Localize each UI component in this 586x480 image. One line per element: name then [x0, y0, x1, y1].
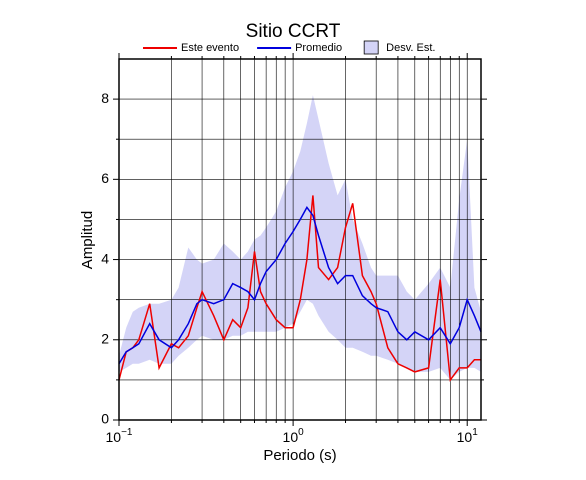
y-tick-label: 4 [101, 250, 109, 266]
x-tick-base: 10 [457, 429, 473, 445]
x-tick-exponent: 1 [472, 427, 478, 438]
legend-label: Desv. Est. [386, 42, 435, 54]
y-tick-label: 2 [101, 330, 109, 346]
x-tick-label: 10−1 [106, 427, 133, 445]
legend-label: Este evento [181, 42, 239, 54]
series-line [118, 195, 481, 382]
x-tick-label: 100 [283, 427, 305, 445]
series-line [118, 206, 482, 365]
x-tick-label: 101 [457, 427, 479, 445]
x-axis-label: Periodo (s) [263, 447, 336, 464]
x-tick-base: 10 [106, 429, 122, 445]
std-band [119, 95, 481, 380]
legend-label: Promedio [295, 42, 342, 54]
y-tick-label: 6 [101, 170, 109, 186]
legend-swatch [363, 40, 379, 55]
x-tick-exponent: −1 [121, 427, 133, 438]
y-tick-label: 0 [101, 411, 109, 427]
x-tick-base: 10 [283, 429, 299, 445]
plot-frame [118, 58, 482, 421]
y-axis-label: Amplitud [79, 211, 96, 269]
x-tick-exponent: 0 [298, 427, 304, 438]
y-tick-label: 8 [101, 90, 109, 106]
chart-title: Sitio CCRT [246, 21, 341, 42]
